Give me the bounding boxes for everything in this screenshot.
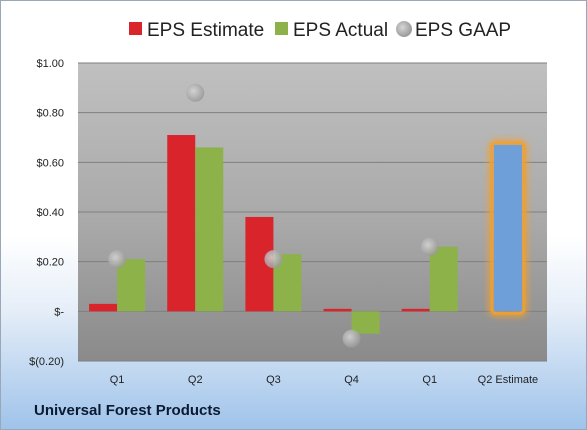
point-eps-gaap: [342, 329, 361, 348]
bar-eps-actual: [429, 246, 458, 312]
y-tick-label: $(0.20): [29, 356, 64, 368]
legend-swatch-eps-gaap: [396, 21, 412, 37]
point-eps-gaap: [186, 83, 205, 102]
legend-label-eps-estimate: EPS Estimate: [147, 20, 264, 41]
company-name: Universal Forest Products: [34, 402, 221, 419]
bar-eps-estimate: [323, 308, 352, 312]
y-tick-label: $1.00: [36, 58, 64, 70]
x-tick-label: Q3: [266, 374, 281, 386]
legend-label-eps-gaap: EPS GAAP: [415, 20, 511, 41]
point-eps-gaap: [108, 250, 127, 269]
legend-swatch-eps-actual: [275, 22, 288, 35]
point-eps-gaap: [264, 250, 283, 269]
y-tick-label: $0.40: [36, 207, 64, 219]
y-tick-label: $-: [54, 306, 64, 318]
y-tick-label: $0.60: [36, 157, 64, 169]
bar-eps-actual: [117, 259, 146, 312]
bar-eps-actual: [195, 147, 224, 312]
x-tick-label: Q4: [344, 374, 359, 386]
bar-eps-estimate: [89, 303, 118, 312]
bar-eps-estimate: [401, 308, 430, 312]
x-tick-label: Q2: [188, 374, 203, 386]
bar-estimate: [493, 144, 522, 312]
x-tick-label: Q1: [110, 374, 125, 386]
x-tick-label: Q2 Estimate: [478, 374, 539, 386]
legend-label-eps-actual: EPS Actual: [293, 20, 388, 41]
y-tick-label: $0.20: [36, 257, 64, 269]
y-tick-label: $0.80: [36, 108, 64, 120]
bar-eps-estimate: [167, 135, 196, 312]
point-eps-gaap: [420, 237, 439, 256]
bar-eps-actual: [351, 311, 380, 334]
highlight-outline: [490, 141, 526, 315]
x-tick-label: Q1: [422, 374, 437, 386]
legend-swatch-eps-estimate: [129, 22, 142, 35]
